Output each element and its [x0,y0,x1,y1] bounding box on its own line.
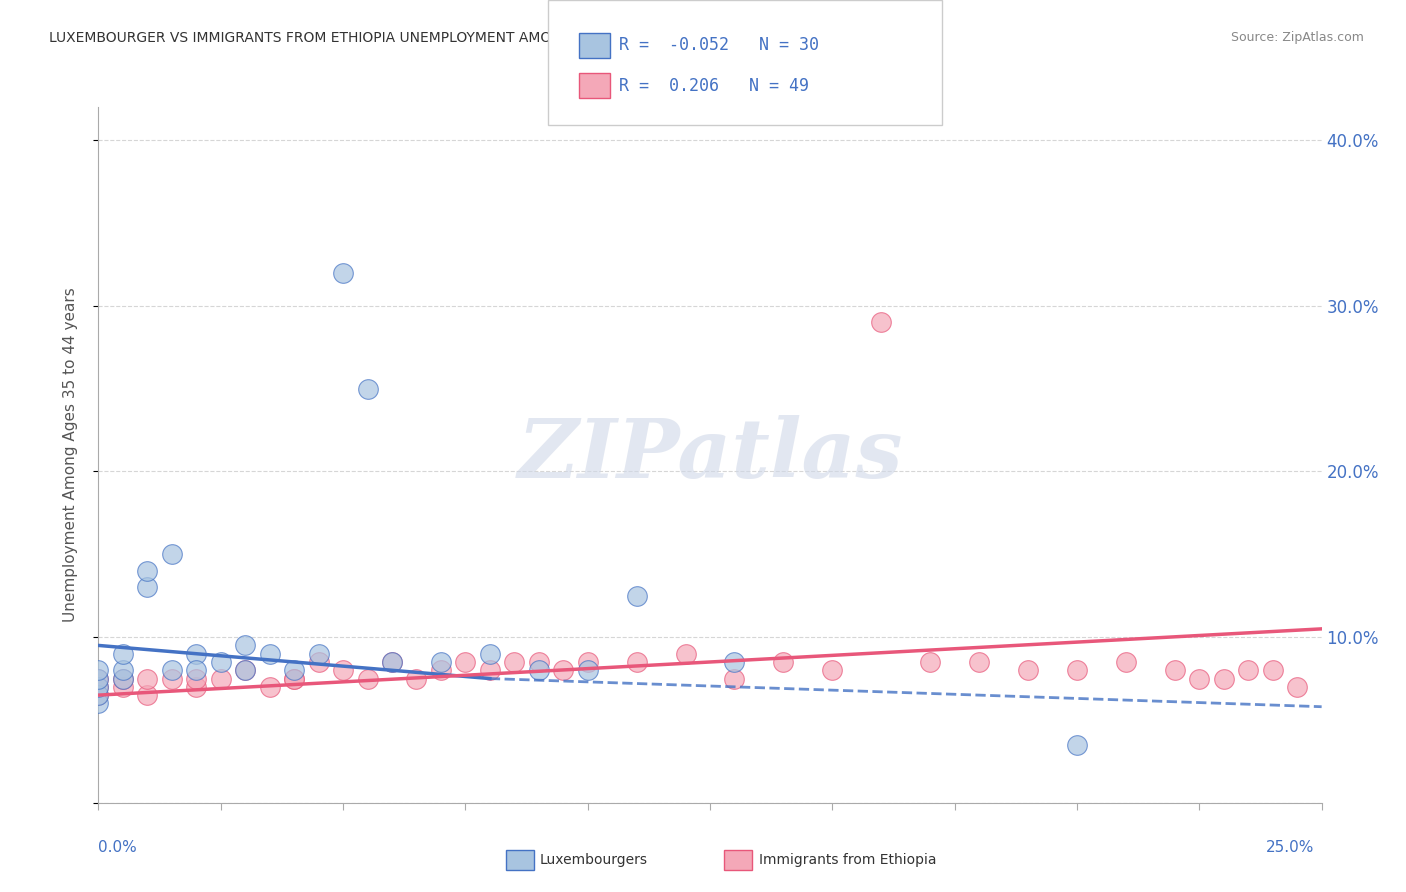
Point [430,655,453,669]
Point [87,697,110,711]
Point [233,639,256,653]
Point [111,680,134,694]
Point [332,663,354,677]
Text: Source: ZipAtlas.com: Source: ZipAtlas.com [1230,31,1364,45]
Point [870,315,893,329]
Point [111,672,134,686]
Point [1188,672,1211,686]
Point [160,663,183,677]
Point [186,680,208,694]
Point [576,655,599,669]
Point [675,647,697,661]
Point [626,589,648,603]
Point [87,672,110,686]
Point [111,663,134,677]
Point [160,672,183,686]
Point [87,688,110,702]
Point [454,655,477,669]
Point [723,655,745,669]
Point [553,663,575,677]
Point [87,672,110,686]
Y-axis label: Unemployment Among Ages 35 to 44 years: Unemployment Among Ages 35 to 44 years [63,287,77,623]
Point [111,647,134,661]
Point [527,655,550,669]
Point [283,672,305,686]
Point [186,647,208,661]
Point [920,655,942,669]
Point [87,663,110,677]
Text: ZIPatlas: ZIPatlas [517,415,903,495]
Point [478,647,501,661]
Text: 25.0%: 25.0% [1267,840,1315,855]
Point [772,655,794,669]
Text: R =  -0.052   N = 30: R = -0.052 N = 30 [619,37,818,54]
Point [1261,663,1284,677]
Point [332,266,354,280]
Point [259,647,281,661]
Point [967,655,990,669]
Point [405,672,427,686]
Text: Immigrants from Ethiopia: Immigrants from Ethiopia [759,853,936,867]
Point [308,655,330,669]
Point [186,663,208,677]
Text: Luxembourgers: Luxembourgers [540,853,648,867]
Point [503,655,526,669]
Point [136,581,159,595]
Point [1017,663,1039,677]
Point [1066,738,1088,752]
Point [87,688,110,702]
Point [136,688,159,702]
Point [1212,672,1234,686]
Point [87,680,110,694]
Text: R =  0.206   N = 49: R = 0.206 N = 49 [619,77,808,95]
Point [259,680,281,694]
Point [283,672,305,686]
Point [626,655,648,669]
Point [356,382,378,396]
Point [381,655,404,669]
Point [186,672,208,686]
Point [381,655,404,669]
Point [1237,663,1260,677]
Point [478,663,501,677]
Point [87,680,110,694]
Point [136,564,159,578]
Point [430,663,453,677]
Text: LUXEMBOURGER VS IMMIGRANTS FROM ETHIOPIA UNEMPLOYMENT AMONG AGES 35 TO 44 YEARS : LUXEMBOURGER VS IMMIGRANTS FROM ETHIOPIA… [49,31,886,45]
Point [111,672,134,686]
Point [576,663,599,677]
Point [1286,680,1309,694]
Point [209,655,232,669]
Point [821,663,844,677]
Point [356,672,378,686]
Point [1066,663,1088,677]
Point [1115,655,1137,669]
Point [1164,663,1187,677]
Point [233,663,256,677]
Point [527,663,550,677]
Point [308,647,330,661]
Point [136,672,159,686]
Point [209,672,232,686]
Point [723,672,745,686]
Point [283,663,305,677]
Text: 0.0%: 0.0% [98,840,138,855]
Point [233,663,256,677]
Point [160,547,183,561]
